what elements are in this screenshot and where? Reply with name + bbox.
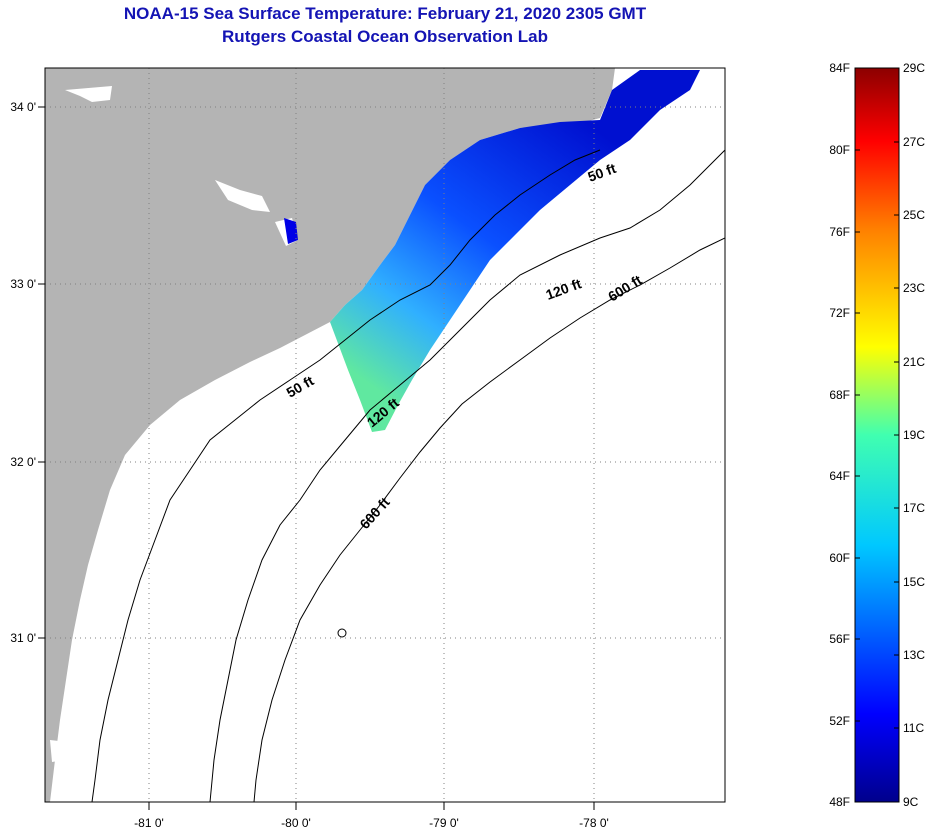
colorbar-c-label: 27C [903, 135, 925, 149]
colorbar [854, 67, 900, 803]
colorbar-c-label: 15C [903, 575, 925, 589]
longitude-tick-label: -80 0' [281, 816, 311, 830]
map-subtitle: Rutgers Coastal Ocean Observation Lab [222, 27, 548, 46]
colorbar-c-label: 17C [903, 501, 925, 515]
colorbar-f-label: 68F [829, 388, 850, 402]
colorbar-c-label: 25C [903, 208, 925, 222]
colorbar-f-label: 64F [829, 469, 850, 483]
colorbar-f-label: 48F [829, 795, 850, 809]
latitude-tick-label: 34 0' [10, 100, 36, 114]
colorbar-c-label: 19C [903, 428, 925, 442]
colorbar-c-label: 29C [903, 61, 925, 75]
colorbar-f-label: 52F [829, 714, 850, 728]
colorbar-f-label: 76F [829, 225, 850, 239]
colorbar-f-label: 80F [829, 143, 850, 157]
isobath-50ft [91, 149, 601, 802]
colorbar-c-label: 9C [903, 795, 919, 809]
longitude-tick-label: -81 0' [134, 816, 164, 830]
sst-swath [330, 70, 700, 432]
map-title: NOAA-15 Sea Surface Temperature: Februar… [123, 4, 647, 23]
longitude-tick-label: -78 0' [579, 816, 609, 830]
colorbar-f-label: 60F [829, 551, 850, 565]
isobath-600ft [253, 237, 725, 802]
colorbar-c-label: 23C [903, 281, 925, 295]
latitude-tick-label: 33 0' [10, 277, 36, 291]
colorbar-f-label: 72F [829, 306, 850, 320]
land [45, 68, 615, 802]
colorbar-f-label: 84F [829, 61, 850, 75]
colorbar-c-label: 11C [903, 721, 924, 735]
colorbar-f-label: 56F [829, 632, 850, 646]
longitude-tick-label: -79 0' [429, 816, 459, 830]
latitude-tick-label: 32 0' [10, 455, 36, 469]
colorbar-c-label: 13C [903, 648, 925, 662]
colorbar-c-label: 21C [903, 355, 925, 369]
isobath-120ft [209, 149, 725, 802]
latitude-tick-label: 31 0' [10, 631, 36, 645]
isobaths [91, 149, 725, 802]
graticule [45, 68, 725, 802]
